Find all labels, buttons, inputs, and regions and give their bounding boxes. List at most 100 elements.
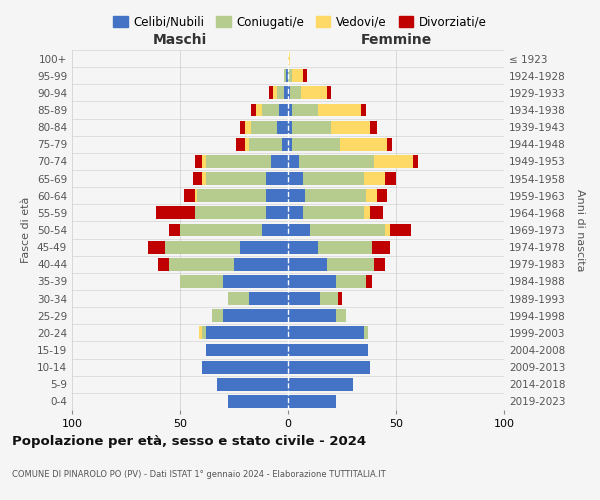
- Bar: [385, 224, 389, 236]
- Bar: [169, 258, 234, 270]
- Bar: [292, 138, 340, 150]
- Text: Popolazione per età, sesso e stato civile - 2024: Popolazione per età, sesso e stato civil…: [12, 435, 366, 448]
- Bar: [251, 104, 256, 117]
- Bar: [290, 86, 301, 100]
- Bar: [288, 258, 327, 270]
- Bar: [331, 120, 370, 134]
- Bar: [288, 326, 364, 340]
- Bar: [202, 172, 206, 185]
- Bar: [288, 275, 335, 288]
- Bar: [288, 52, 290, 65]
- Bar: [212, 310, 223, 322]
- Bar: [288, 120, 292, 134]
- Bar: [256, 104, 262, 117]
- Y-axis label: Anni di nascita: Anni di nascita: [575, 188, 585, 271]
- Bar: [288, 138, 292, 150]
- Bar: [318, 104, 361, 117]
- Bar: [327, 258, 374, 270]
- Bar: [299, 155, 374, 168]
- Bar: [288, 70, 292, 82]
- Bar: [245, 138, 249, 150]
- Bar: [284, 86, 288, 100]
- Bar: [241, 120, 245, 134]
- Bar: [281, 138, 288, 150]
- Bar: [288, 240, 318, 254]
- Bar: [301, 86, 327, 100]
- Bar: [249, 138, 281, 150]
- Bar: [266, 172, 288, 185]
- Bar: [335, 310, 346, 322]
- Bar: [288, 224, 310, 236]
- Bar: [288, 378, 353, 390]
- Bar: [169, 224, 180, 236]
- Bar: [251, 120, 277, 134]
- Bar: [148, 240, 165, 254]
- Bar: [288, 172, 303, 185]
- Bar: [288, 395, 335, 408]
- Bar: [262, 104, 280, 117]
- Bar: [271, 155, 288, 168]
- Bar: [206, 172, 266, 185]
- Bar: [288, 206, 303, 220]
- Bar: [180, 224, 262, 236]
- Bar: [320, 292, 338, 305]
- Bar: [361, 104, 366, 117]
- Bar: [195, 206, 266, 220]
- Bar: [388, 138, 392, 150]
- Bar: [206, 344, 288, 356]
- Bar: [269, 86, 273, 100]
- Bar: [364, 206, 370, 220]
- Bar: [202, 326, 206, 340]
- Bar: [374, 155, 413, 168]
- Bar: [202, 360, 288, 374]
- Bar: [292, 104, 318, 117]
- Bar: [236, 138, 245, 150]
- Bar: [195, 155, 202, 168]
- Bar: [303, 206, 364, 220]
- Bar: [305, 190, 366, 202]
- Bar: [199, 326, 202, 340]
- Bar: [249, 292, 288, 305]
- Bar: [273, 86, 277, 100]
- Bar: [292, 120, 331, 134]
- Bar: [288, 310, 335, 322]
- Bar: [288, 344, 368, 356]
- Legend: Celibi/Nubili, Coniugati/e, Vedovi/e, Divorziati/e: Celibi/Nubili, Coniugati/e, Vedovi/e, Di…: [109, 11, 491, 34]
- Bar: [303, 70, 307, 82]
- Text: COMUNE DI PINAROLO PO (PV) - Dati ISTAT 1° gennaio 2024 - Elaborazione TUTTITALI: COMUNE DI PINAROLO PO (PV) - Dati ISTAT …: [12, 470, 386, 479]
- Bar: [318, 240, 372, 254]
- Bar: [288, 292, 320, 305]
- Bar: [377, 190, 388, 202]
- Bar: [288, 360, 370, 374]
- Bar: [277, 120, 288, 134]
- Bar: [413, 155, 418, 168]
- Bar: [303, 172, 364, 185]
- Bar: [288, 190, 305, 202]
- Bar: [180, 275, 223, 288]
- Text: Femmine: Femmine: [361, 32, 431, 46]
- Bar: [338, 292, 342, 305]
- Bar: [227, 292, 249, 305]
- Bar: [234, 258, 288, 270]
- Bar: [288, 104, 292, 117]
- Bar: [288, 86, 290, 100]
- Bar: [245, 120, 251, 134]
- Bar: [195, 190, 197, 202]
- Bar: [202, 155, 206, 168]
- Bar: [223, 275, 288, 288]
- Bar: [370, 206, 383, 220]
- Bar: [286, 70, 288, 82]
- Bar: [197, 190, 266, 202]
- Bar: [227, 395, 288, 408]
- Bar: [206, 155, 271, 168]
- Bar: [340, 138, 388, 150]
- Bar: [158, 258, 169, 270]
- Bar: [327, 86, 331, 100]
- Bar: [374, 258, 385, 270]
- Bar: [165, 240, 241, 254]
- Bar: [389, 224, 411, 236]
- Bar: [284, 70, 286, 82]
- Bar: [385, 172, 396, 185]
- Bar: [372, 240, 389, 254]
- Bar: [184, 190, 195, 202]
